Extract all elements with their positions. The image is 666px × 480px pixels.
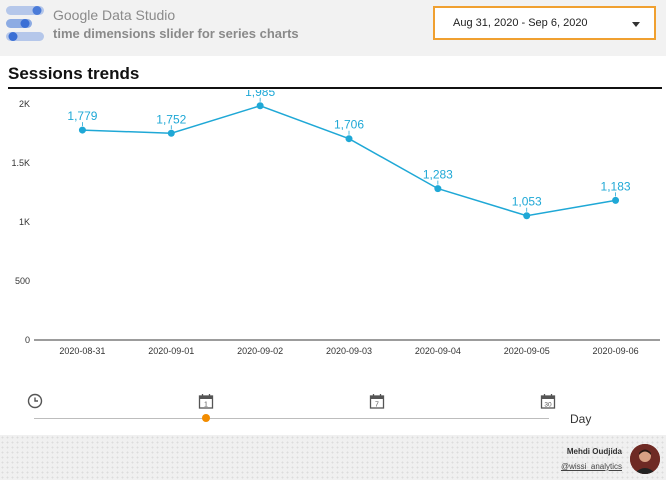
date-range-value: Aug 31, 2020 - Sep 6, 2020 bbox=[453, 17, 588, 29]
sessions-line-chart: 0 500 1K 1.5K 2K 2020-08-31 2020-09-01 2020-09-… bbox=[11, 90, 660, 356]
time-granularity-slider[interactable]: 1 7 30 Day bbox=[0, 385, 666, 435]
data-point bbox=[612, 196, 620, 204]
data-label: 1,779 bbox=[67, 109, 97, 123]
y-tick-label: 2K bbox=[19, 99, 30, 109]
x-tick-label: 2020-09-02 bbox=[237, 346, 283, 356]
x-tick-label: 2020-09-05 bbox=[504, 346, 550, 356]
calendar-week-number: 7 bbox=[375, 402, 379, 409]
title-divider bbox=[8, 87, 662, 89]
dropdown-arrow-icon[interactable] bbox=[632, 22, 640, 27]
x-tick-label: 2020-09-04 bbox=[415, 346, 461, 356]
author-name: Mehdi Oudjida bbox=[566, 447, 622, 456]
calendar-month-number: 30 bbox=[544, 402, 552, 409]
x-tick-label: 2020-09-03 bbox=[326, 346, 372, 356]
data-label: 1,752 bbox=[156, 112, 186, 126]
footer: Mehdi Oudjida @wissi_analytics bbox=[0, 435, 666, 480]
data-point bbox=[345, 135, 353, 143]
chart-title: Sessions trends bbox=[8, 64, 140, 83]
data-point bbox=[78, 126, 86, 134]
data-point bbox=[256, 102, 264, 110]
calendar-day-number: 1 bbox=[204, 402, 208, 409]
y-tick-label: 1K bbox=[19, 217, 30, 227]
brand-title: Google Data Studio bbox=[53, 7, 176, 23]
data-studio-logo bbox=[6, 6, 44, 41]
report-subtitle: time dimensions slider for series charts bbox=[53, 26, 299, 41]
y-tick-label: 0 bbox=[25, 335, 30, 345]
data-label: 1,183 bbox=[601, 179, 631, 193]
slider-thumb[interactable] bbox=[202, 414, 210, 422]
slider-track[interactable] bbox=[34, 418, 549, 419]
data-label: 1,985 bbox=[245, 90, 275, 99]
data-point bbox=[167, 129, 175, 137]
data-label: 1,283 bbox=[423, 168, 453, 182]
data-label: 1,053 bbox=[512, 195, 542, 209]
calendar-month-icon[interactable]: 30 bbox=[540, 393, 556, 409]
y-tick-label: 500 bbox=[15, 276, 30, 286]
avatar bbox=[630, 444, 660, 474]
header-bar: Google Data Studio time dimensions slide… bbox=[0, 0, 666, 56]
granularity-label: Day bbox=[570, 412, 592, 426]
data-point bbox=[434, 185, 442, 193]
calendar-day-icon[interactable]: 1 bbox=[198, 393, 214, 409]
x-tick-label: 2020-08-31 bbox=[59, 346, 105, 356]
clock-icon[interactable] bbox=[27, 393, 43, 409]
calendar-week-icon[interactable]: 7 bbox=[369, 393, 385, 409]
x-tick-label: 2020-09-01 bbox=[148, 346, 194, 356]
y-tick-label: 1.5K bbox=[11, 158, 30, 168]
data-label: 1,706 bbox=[334, 118, 364, 132]
date-range-picker[interactable]: Aug 31, 2020 - Sep 6, 2020 bbox=[433, 6, 656, 40]
author-handle-link[interactable]: @wissi_analytics bbox=[560, 462, 622, 471]
data-point bbox=[523, 212, 531, 220]
x-tick-label: 2020-09-06 bbox=[593, 346, 639, 356]
